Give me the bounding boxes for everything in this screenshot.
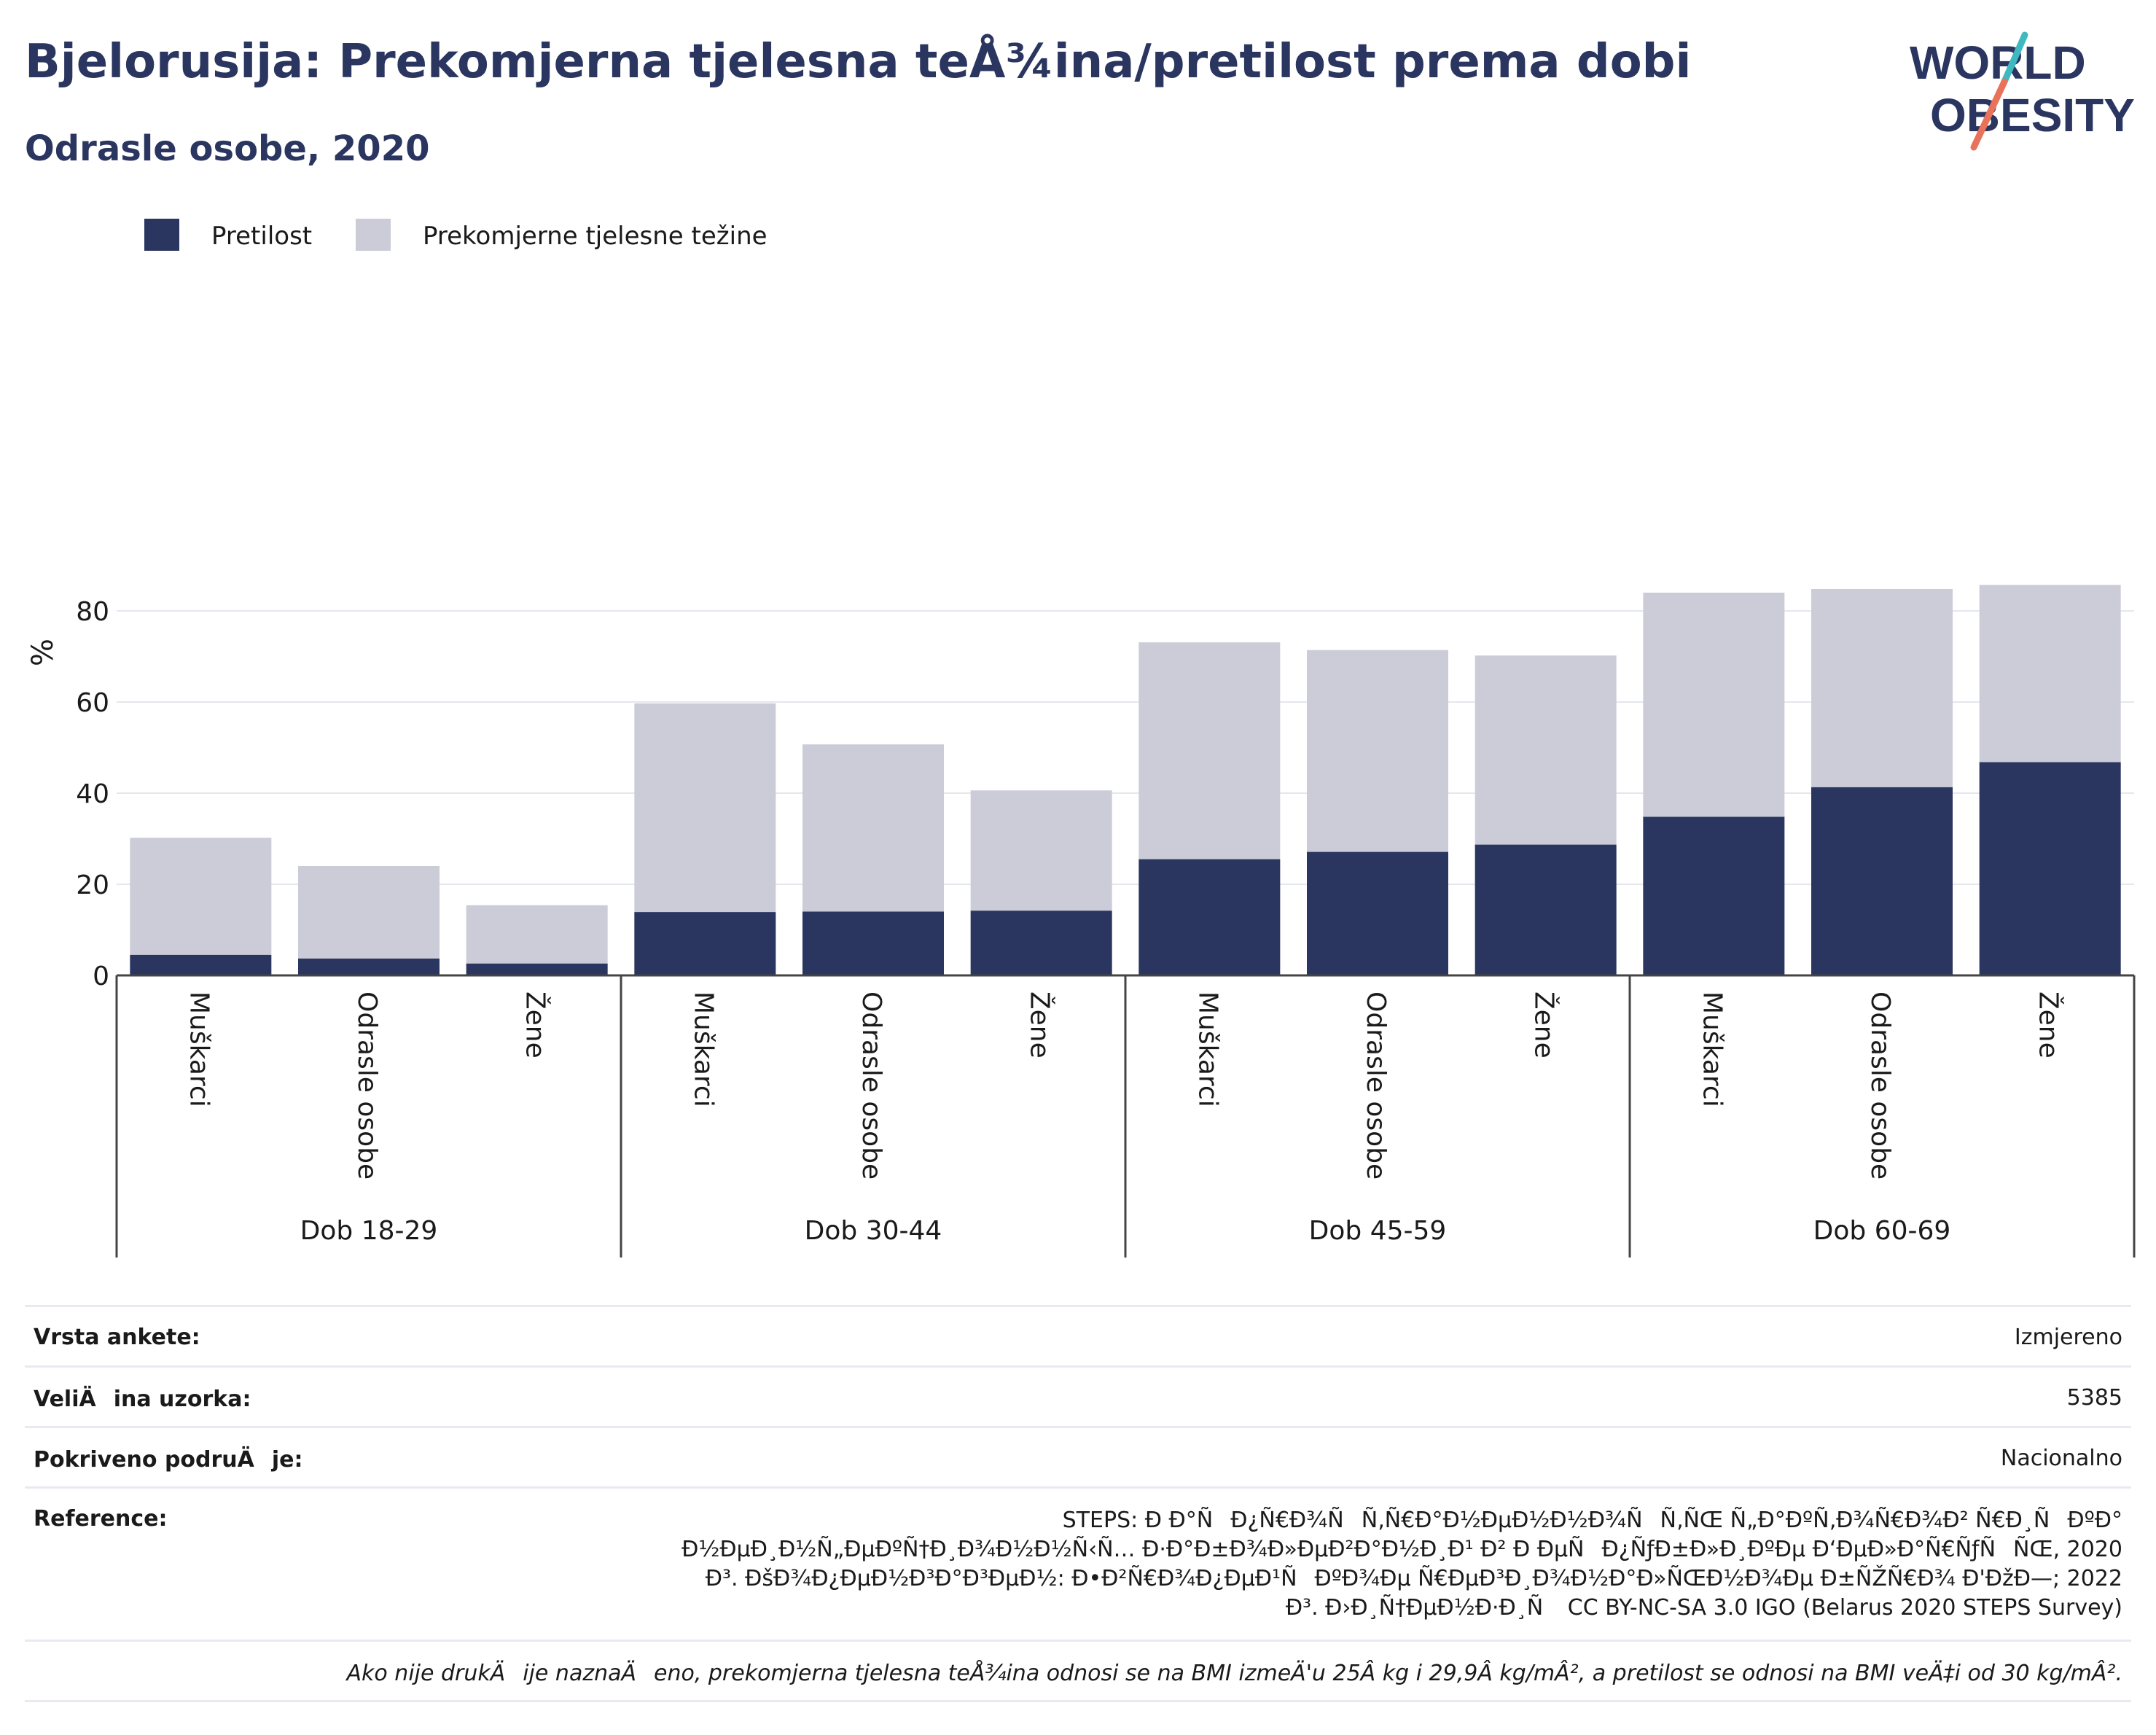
x-category-label: Odrasle osobe <box>352 991 382 1180</box>
x-category-label: Žene <box>1529 991 1560 1058</box>
reference-line: Ð½ÐµÐ¸Ð½Ñ„ÐµÐºÑ†Ð¸Ð¾Ð½Ð½Ñ‹Ñ… Ð·Ð°Ð±Ð¾Ð»Ð… <box>681 1537 2122 1562</box>
bar-obesity <box>130 954 272 975</box>
bar-overweight <box>970 790 1112 911</box>
meta-row-reference: Reference: STEPS: Ð Ð°ÑÐ¿Ñ€Ð¾ÑÑ‚Ñ€Ð°Ð½… <box>25 1486 2131 1640</box>
x-category-label: Muškarci <box>1192 991 1222 1107</box>
survey-type-label: Vrsta ankete: <box>34 1325 200 1350</box>
bmi-footnote: Ako nije drukÄije naznaÄeno, prekomjer… <box>346 1661 2122 1686</box>
gridlines <box>117 610 2134 885</box>
survey-type-value: Izmjereno <box>2014 1325 2122 1350</box>
y-tick-label: 0 <box>93 962 109 991</box>
bar-overweight <box>466 905 608 964</box>
x-category-label: Žene <box>520 991 551 1058</box>
logo-slash-teal <box>2001 31 2028 85</box>
bar-obesity <box>1643 816 1785 975</box>
x-group-label: Dob 18-29 <box>300 1216 438 1246</box>
legend-swatch <box>356 219 391 251</box>
legend-label: Prekomjerne tjelesne težine <box>423 222 768 251</box>
bar-overweight <box>1475 655 1617 845</box>
bar-obesity <box>1811 787 1953 975</box>
bar-overweight <box>130 838 272 955</box>
bar-overweight <box>1643 593 1785 817</box>
reference-line: Ð³. ÐšÐ¾Ð¿ÐµÐ½Ð³Ð°Ð³ÐµÐ½: Ð•Ð²Ñ€Ð¾Ð¿ÐµÐ¹… <box>705 1566 2122 1591</box>
coverage-label: Pokriveno podruÄje: <box>34 1447 303 1473</box>
bar-overweight <box>1811 589 1953 787</box>
bar-obesity <box>802 911 944 975</box>
logo-slash-coral <box>1970 78 2008 151</box>
bar-obesity <box>1979 762 2121 975</box>
bars <box>130 585 2121 975</box>
reference-label: Reference: <box>34 1506 168 1532</box>
x-axis: Muškarci Odrasle osobe Žene Dob 18-29 Muškar… <box>115 974 2136 1258</box>
bar-overweight <box>1307 650 1448 852</box>
bar-obesity <box>1475 844 1617 975</box>
y-tick-label: 40 <box>76 779 109 809</box>
stacked-bar-chart: Pretilost Prekomjerne tjelesne težine 0 20… <box>26 219 2136 1258</box>
meta-row-coverage: Pokriveno podruÄje: Nacionalno <box>25 1426 2131 1486</box>
meta-row-footnote: Ako nije drukÄije naznaÄeno, prekomjer… <box>25 1640 2131 1702</box>
x-category-label: Muškarci <box>184 991 214 1107</box>
bar-overweight <box>634 703 776 913</box>
bar-overweight <box>1979 585 2121 763</box>
sample-size-value: 5385 <box>2066 1385 2122 1411</box>
y-axis: 0 20 40 60 80% <box>26 597 109 991</box>
bar-obesity <box>634 912 776 975</box>
x-group-label: Dob 45-59 <box>1309 1216 1447 1246</box>
bar-obesity <box>970 911 1112 975</box>
logo-word-obesity: OBESITY <box>1930 89 2135 141</box>
bar-obesity <box>1307 851 1448 975</box>
reference-line: STEPS: Ð Ð°ÑÐ¿Ñ€Ð¾ÑÑ‚Ñ€Ð°Ð½ÐµÐ½Ð½Ð¾ÑÑ… <box>1062 1508 2122 1533</box>
coverage-value: Nacionalno <box>2000 1446 2122 1471</box>
survey-metadata-table: Vrsta ankete: Izmjereno VeliÄina uzorka… <box>25 1305 2131 1702</box>
y-tick-label: 80 <box>76 597 109 627</box>
chart-subtitle: Odrasle osobe, 2020 <box>25 128 430 169</box>
x-category-label: Odrasle osobe <box>856 991 886 1180</box>
bar-overweight <box>1138 642 1281 859</box>
bar-obesity <box>466 963 608 975</box>
x-category-label: Muškarci <box>1697 991 1727 1107</box>
bar-obesity <box>298 958 440 975</box>
y-tick-label: 20 <box>76 870 109 900</box>
x-category-label: Žene <box>2034 991 2064 1058</box>
legend-label: Pretilost <box>211 222 312 251</box>
bar-overweight <box>802 744 944 912</box>
x-category-label: Odrasle osobe <box>1865 991 1895 1180</box>
legend: Pretilost Prekomjerne tjelesne težine <box>144 219 768 251</box>
y-axis-label: % <box>26 639 60 666</box>
logo-word-world: WORLD <box>1910 36 2086 89</box>
bar-overweight <box>298 866 440 959</box>
x-group-label: Dob 60-69 <box>1813 1216 1951 1246</box>
x-category-label: Odrasle osobe <box>1361 991 1391 1180</box>
meta-row-sample-size: VeliÄina uzorka: 5385 <box>25 1365 2131 1426</box>
x-category-label: Muškarci <box>688 991 718 1107</box>
reference-value: STEPS: Ð Ð°ÑÐ¿Ñ€Ð¾ÑÑ‚Ñ€Ð°Ð½ÐµÐ½Ð½Ð¾ÑÑ… <box>681 1506 2122 1623</box>
sample-size-label: VeliÄina uzorka: <box>34 1387 251 1412</box>
x-category-label: Žene <box>1025 991 1055 1058</box>
world-obesity-logo: WORLD OBESITY <box>1910 31 2135 151</box>
reference-line: Ð³. Ð›Ð¸Ñ†ÐµÐ½Ð·Ð¸Ñ CC BY-NC-SA 3.0 IGO… <box>1285 1595 2122 1621</box>
bar-obesity <box>1138 859 1281 975</box>
legend-swatch <box>144 219 179 251</box>
y-tick-label: 60 <box>76 688 109 718</box>
chart-title: Bjelorusija: Prekomjerna tjelesna teÅ¾in… <box>25 35 1692 89</box>
meta-row-survey-type: Vrsta ankete: Izmjereno <box>25 1305 2131 1365</box>
x-group-label: Dob 30-44 <box>805 1216 942 1246</box>
